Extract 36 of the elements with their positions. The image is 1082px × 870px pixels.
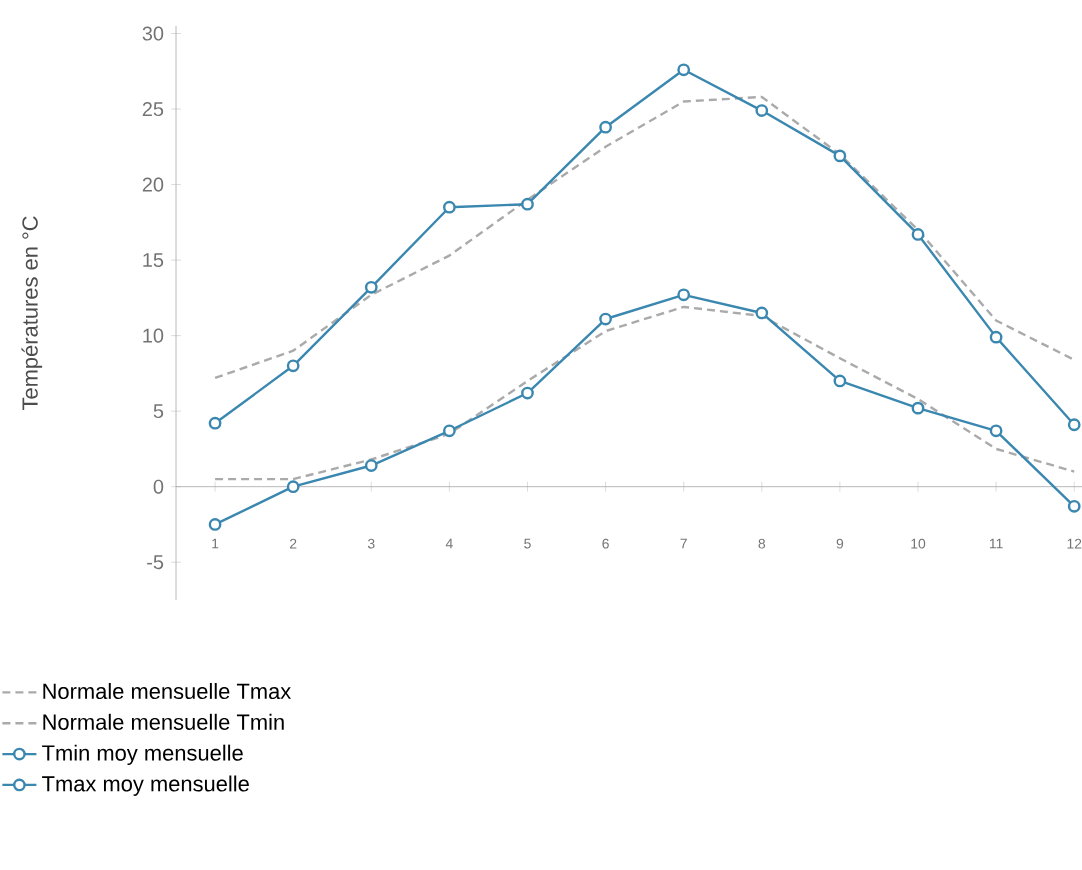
y-tick-label: 25 <box>142 102 164 117</box>
y-tick-label: 30 <box>142 26 164 41</box>
legend-label: Tmax moy mensuelle <box>42 775 249 796</box>
point <box>989 330 1003 344</box>
legend-label: Tmin moy mensuelle <box>42 744 243 766</box>
point <box>677 63 691 77</box>
y-axis-title: Températures en °C <box>21 216 43 411</box>
point <box>521 197 534 211</box>
point <box>833 374 847 388</box>
point <box>755 306 769 320</box>
point <box>833 149 847 163</box>
point <box>911 401 925 415</box>
point <box>208 416 222 430</box>
point <box>677 288 691 302</box>
point <box>521 386 534 400</box>
point <box>911 228 925 241</box>
point <box>286 359 300 373</box>
point <box>364 280 378 294</box>
point <box>208 518 222 531</box>
point <box>364 459 378 472</box>
legend-label: Normale mensuelle Tmin <box>43 713 284 730</box>
y-tick-label: 10 <box>143 328 164 343</box>
legend-label: Normale mensuelle Tmax <box>43 682 291 700</box>
point <box>286 480 300 494</box>
y-tick-label: 5 <box>153 404 164 419</box>
point <box>599 312 612 326</box>
y-tick-label: -5 <box>147 555 164 570</box>
y-tick-label: 20 <box>142 177 164 192</box>
point <box>755 104 769 117</box>
point <box>443 424 456 438</box>
line-series <box>213 95 1076 380</box>
y-tick-label: 15 <box>143 253 164 268</box>
point <box>599 120 612 134</box>
point <box>443 200 456 214</box>
point <box>989 424 1003 438</box>
y-tick-label: 0 <box>153 479 164 494</box>
